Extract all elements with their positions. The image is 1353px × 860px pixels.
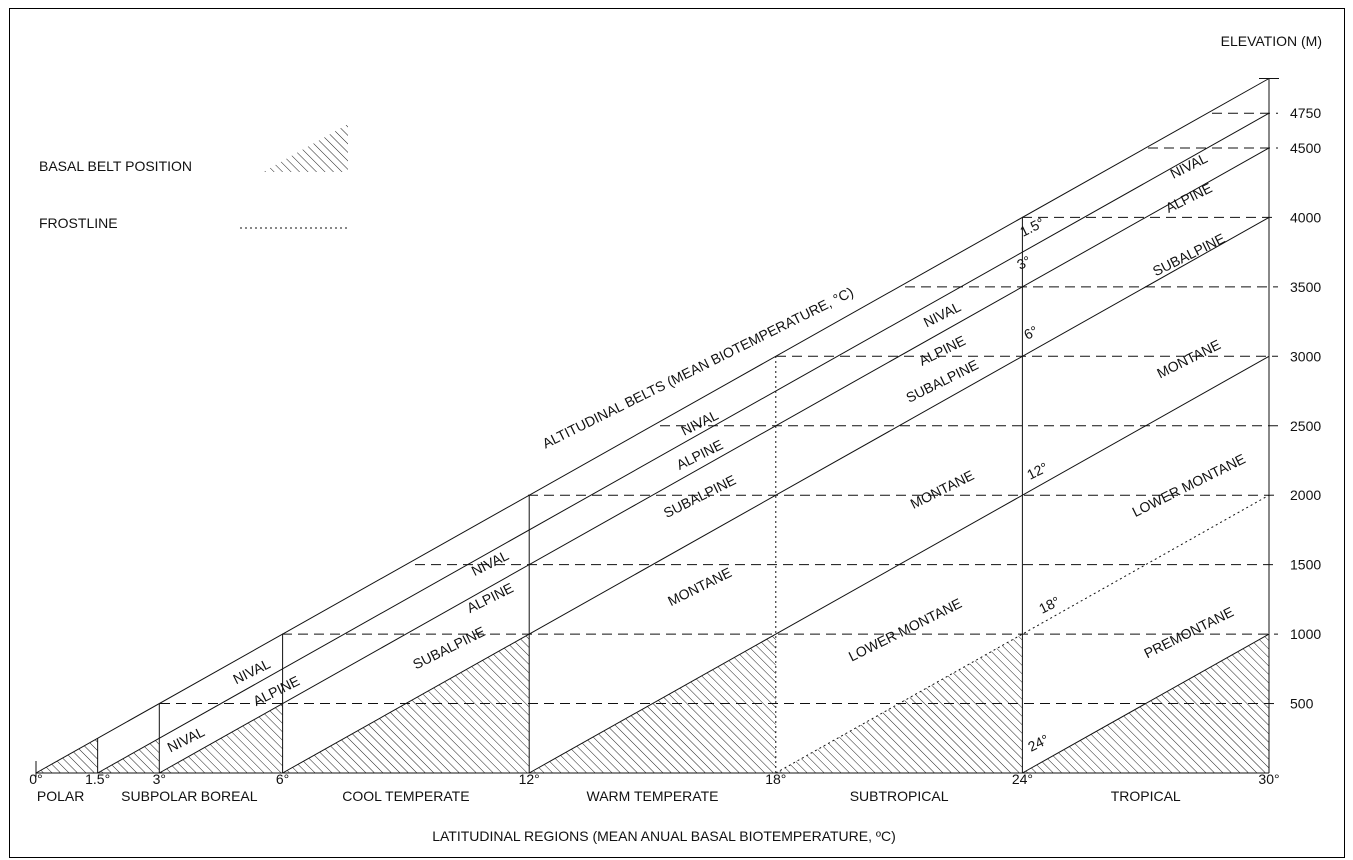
region-label-2: BOREAL [201, 788, 258, 804]
elevation-tick-2000: 2000 [1290, 487, 1321, 503]
legend-frostline-label: FROSTLINE [39, 215, 118, 231]
belt-label-subalpine: SUBALPINE [661, 472, 739, 521]
elevation-tick-4500: 4500 [1290, 140, 1321, 156]
region-label-3: COOL TEMPERATE [342, 788, 469, 804]
elevation-tick-3000: 3000 [1290, 348, 1321, 364]
belt-label-nival: NIVAL [1167, 150, 1210, 182]
elevation-tick-2500: 2500 [1290, 418, 1321, 434]
isotherm-12 [528, 355, 1270, 774]
belt-label-montane: MONTANE [665, 564, 734, 609]
belt-label-montane: MONTANE [908, 467, 977, 512]
isotherm-1.5 [97, 112, 1270, 774]
isotherm-3 [159, 147, 1270, 774]
frostline [775, 494, 1270, 774]
temp-tick-3: 3° [153, 771, 166, 787]
temp-tick-6: 6° [276, 771, 289, 787]
elevation-tick-4000: 4000 [1290, 209, 1321, 225]
belt-label-alpine: ALPINE [464, 579, 516, 615]
elevation-tick-3500: 3500 [1290, 279, 1321, 295]
belt-label-alpine: ALPINE [1163, 179, 1215, 215]
isotherm-label-1: 3° [1014, 252, 1033, 272]
elevation-tick-1000: 1000 [1290, 626, 1321, 642]
isotherm-6 [282, 216, 1270, 774]
isotherm-label-2: 6° [1021, 322, 1040, 342]
belt-label-nival: NIVAL [921, 298, 964, 330]
legend-basal-swatch [263, 124, 348, 172]
temp-tick-24: 24° [1012, 771, 1033, 787]
temp-tick-30: 30° [1258, 771, 1279, 787]
belt-label-alpine: ALPINE [674, 436, 726, 472]
region-label-1: SUBPOLAR [121, 788, 197, 804]
elevation-tick-1500: 1500 [1290, 557, 1321, 573]
isotherm-label-5: 24° [1025, 731, 1051, 755]
region-label-4: WARM TEMPERATE [587, 788, 719, 804]
temp-tick-18: 18° [765, 771, 786, 787]
elevation-tick-500: 500 [1290, 696, 1314, 712]
temp-tick-0: 0° [29, 771, 42, 787]
belt-label-subalpine: SUBALPINE [1150, 230, 1228, 279]
belt-label-lower-montane: LOWER MONTANE [846, 595, 964, 665]
diagram-frame [9, 8, 1345, 858]
latitudinal-axis-title: LATITUDINAL REGIONS (MEAN ANUAL BASAL BI… [432, 828, 896, 844]
isotherm-label-3: 12° [1024, 459, 1050, 483]
region-label-6: TROPICAL [1111, 788, 1181, 804]
isotherm-label-4: 18° [1036, 593, 1062, 617]
elevation-gridlines [160, 112, 1278, 705]
region-label-0: POLAR [37, 788, 84, 804]
temp-tick-1.5: 1.5° [85, 771, 110, 787]
belt-label-premontane: PREMONTANE [1141, 604, 1236, 662]
isotherm-0 [35, 78, 1270, 774]
isotherm-24 [1022, 633, 1270, 774]
belt-label-lower-montane: LOWER MONTANE [1130, 450, 1248, 520]
temp-tick-12: 12° [519, 771, 540, 787]
elevation-axis-title: ELEVATION (M) [1221, 33, 1322, 49]
elevation-tick-4750: 4750 [1290, 105, 1321, 121]
belt-label-subalpine: SUBALPINE [903, 356, 981, 405]
belt-label-montane: MONTANE [1154, 336, 1223, 381]
legend-basal-label: BASAL BELT POSITION [39, 158, 192, 174]
region-label-5: SUBTROPICAL [850, 788, 949, 804]
belt-lines [35, 78, 1279, 777]
